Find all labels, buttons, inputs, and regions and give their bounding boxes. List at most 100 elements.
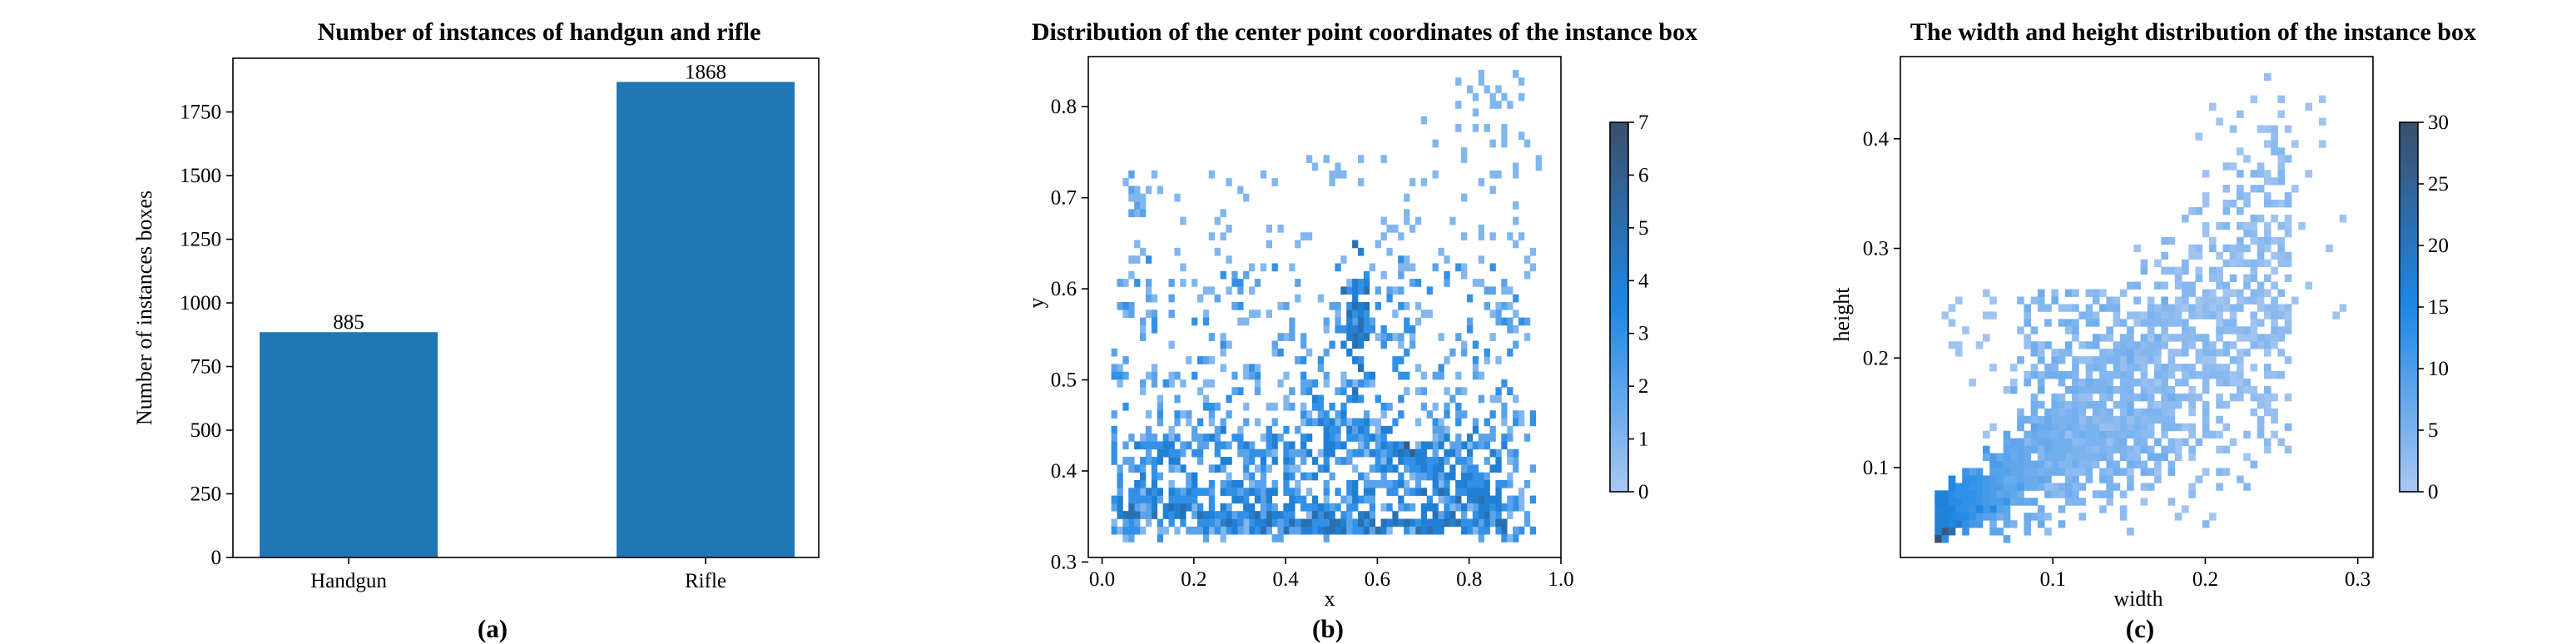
heatmap-cell [2250,334,2258,342]
heatmap-cell [2250,259,2258,268]
heatmap-cell [1398,263,1404,272]
heatmap-cell [2174,445,2182,453]
heatmap-cell [2058,430,2066,439]
heatmap-cell [2058,408,2066,417]
colorbar-gradient-segment [1610,264,1628,271]
heatmap-cell [1438,526,1444,535]
heatmap-cell [1317,418,1325,427]
heatmap-cell [1386,247,1393,256]
heatmap-cell [1305,472,1313,481]
heatmap-cell [2263,364,2271,372]
colorbar-gradient-segment [1610,362,1628,369]
heatmap-cell [1283,511,1290,519]
heatmap-cell [2078,453,2087,461]
heatmap-cell [1134,240,1141,249]
heatmap-cell [2058,483,2066,491]
heatmap-cell [2263,445,2271,453]
heatmap-cell [1174,433,1181,442]
heatmap-cell [1186,418,1192,427]
heatmap-cell [2064,415,2073,424]
heatmap-cell [1507,495,1513,504]
heatmap-cell [2167,319,2176,327]
heatmap-cell [2140,364,2148,372]
heatmap-cell [2237,364,2244,372]
heatmap-cell [2216,364,2223,372]
heatmap-cell [2113,438,2121,447]
heatmap-cell [1484,85,1490,94]
heatmap-cell [1254,518,1261,528]
heatmap-cell [1518,77,1525,86]
heatmap-cell [2222,364,2231,372]
heatmap-cell [2216,371,2223,379]
heatmap-cell [2277,244,2286,253]
heatmap-cell [1409,518,1416,528]
heatmap-cell [2017,423,2024,432]
heatmap-cell [1289,387,1295,396]
heatmap-cell [2119,423,2128,432]
heatmap-cell [1323,503,1330,512]
heatmap-cell [1300,340,1307,349]
heatmap-cell [2167,371,2176,379]
heatmap-cell [2085,289,2093,297]
heatmap-cell [2030,349,2039,357]
colorbar-gradient-segment [1610,393,1628,400]
heatmap-cell [2147,408,2155,417]
heatmap-cell [2161,266,2168,275]
heatmap-cell [1305,526,1313,535]
heatmap-cell [1982,505,1990,513]
heatmap-cell [1352,294,1359,303]
colorbar-gradient-segment [1610,338,1628,344]
heatmap-cell [1226,340,1232,349]
heatmap-cell [2271,430,2278,439]
heatmap-cell [1266,526,1272,535]
heatmap-cell [1513,448,1519,458]
chart-b-x-axis-ticks: 0.0 0.2 0.4 0.6 0.8 1.0 [1089,557,1574,591]
colorbar-gradient-segment [1610,387,1628,394]
heatmap-cell [1335,518,1341,528]
heatmap-cell [1375,286,1381,295]
heatmap-cell [2106,334,2113,342]
heatmap-cell [2119,371,2128,379]
heatmap-cell [2161,408,2168,417]
heatmap-cell [1989,490,1997,498]
heatmap-cell [2229,371,2237,379]
heatmap-cell [1484,433,1490,442]
heatmap-cell [1305,232,1313,240]
heatmap-cell [1934,490,1942,498]
heatmap-cell [2024,334,2032,342]
heatmap-cell [1323,441,1330,450]
heatmap-cell [2106,423,2113,432]
heatmap-cell [2099,445,2107,453]
heatmap-cell [1283,371,1290,380]
heatmap-cell [1501,433,1508,442]
heatmap-cell [1283,518,1290,528]
heatmap-cell [1323,324,1330,334]
heatmap-cell [2133,319,2141,327]
heatmap-cell [1432,511,1439,519]
heatmap-cell [1529,418,1537,427]
heatmap-cell [1340,441,1347,450]
heatmap-cell [1346,425,1353,434]
colorbar-gradient-segment [1610,399,1628,406]
heatmap-cell [1346,279,1353,287]
heatmap-cell [2147,430,2155,439]
heatmap-cell [1484,356,1490,364]
heatmap-cell [1513,418,1519,427]
colorbar-gradient-segment [1610,171,1628,179]
heatmap-cell [1409,279,1416,287]
heatmap-cell [2195,311,2203,320]
heatmap-cell [2024,341,2032,349]
heatmap-cell [2106,483,2113,491]
heatmap-cell [1398,518,1404,528]
heatmap-cell [1954,513,1963,521]
heatmap-cell [2209,364,2217,372]
heatmap-cell [2161,393,2168,402]
heatmap-cell [1357,247,1365,256]
heatmap-cell [1180,441,1186,450]
heatmap-cell [1323,526,1330,535]
heatmap-cell [2237,393,2244,402]
heatmap-cell [2263,349,2271,357]
heatmap-cell [2263,229,2271,238]
heatmap-cell [1472,92,1479,102]
heatmap-cell [2085,400,2093,409]
